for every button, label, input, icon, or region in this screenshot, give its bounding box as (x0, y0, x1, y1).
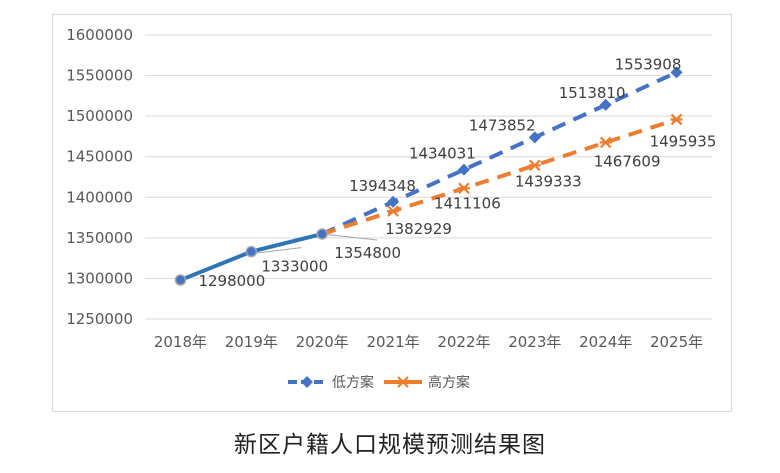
x-tick-label: 2020年 (296, 333, 349, 351)
data-point-diamond (457, 163, 470, 176)
data-label: 1439333 (515, 172, 582, 190)
data-label: 1333000 (261, 258, 328, 276)
data-label: 1467609 (594, 152, 661, 170)
data-point-x (599, 136, 612, 149)
data-label: 1434031 (409, 145, 476, 163)
data-label: 1473852 (469, 116, 536, 134)
figure-caption: 新区户籍人口规模预测结果图 (234, 432, 546, 458)
data-point-diamond (670, 66, 683, 79)
series-line-high (321, 117, 678, 236)
data-point-circle (245, 245, 258, 258)
y-tick-label: 1350000 (66, 229, 133, 247)
y-tick-label: 1600000 (66, 26, 133, 44)
data-label: 1394348 (349, 177, 416, 195)
data-point-diamond (599, 98, 612, 111)
x-tick-label: 2025年 (650, 333, 703, 351)
y-tick-label: 1550000 (66, 67, 133, 85)
data-label: 1354800 (334, 244, 401, 262)
data-label: 1513810 (559, 84, 626, 102)
x-tick-label: 2023年 (508, 333, 561, 351)
data-label: 1382929 (385, 220, 452, 238)
legend-label: 高方案 (428, 374, 470, 391)
y-tick-label: 1300000 (66, 269, 133, 287)
data-label: 1553908 (615, 55, 682, 73)
legend-label: 低方案 (332, 374, 374, 391)
x-tick-label: 2018年 (154, 333, 207, 351)
y-tick-label: 1400000 (66, 188, 133, 206)
data-point-diamond (528, 131, 541, 144)
data-point-x (670, 113, 683, 126)
legend-marker-diamond (301, 376, 313, 388)
x-tick-label: 2021年 (366, 333, 419, 351)
leader-line (322, 233, 378, 241)
series-line-low (321, 70, 678, 236)
y-tick-label: 1500000 (66, 107, 133, 125)
data-point-x (457, 182, 470, 195)
data-point-diamond (387, 195, 400, 208)
data-point-circle (174, 274, 187, 286)
data-point-x (387, 205, 400, 217)
y-tick-label: 1450000 (66, 148, 133, 166)
x-tick-label: 2024年 (579, 333, 632, 351)
leader-line (251, 247, 302, 255)
y-tick-label: 1250000 (66, 310, 133, 328)
data-point-circle (316, 228, 328, 240)
x-tick-label: 2022年 (437, 333, 490, 351)
x-tick-label: 2019年 (225, 333, 278, 351)
data-point-x (528, 159, 541, 172)
data-label: 1411106 (434, 194, 501, 212)
data-label: 1298000 (198, 272, 265, 290)
legend-marker-x (397, 376, 409, 388)
data-label: 1495935 (650, 132, 717, 150)
